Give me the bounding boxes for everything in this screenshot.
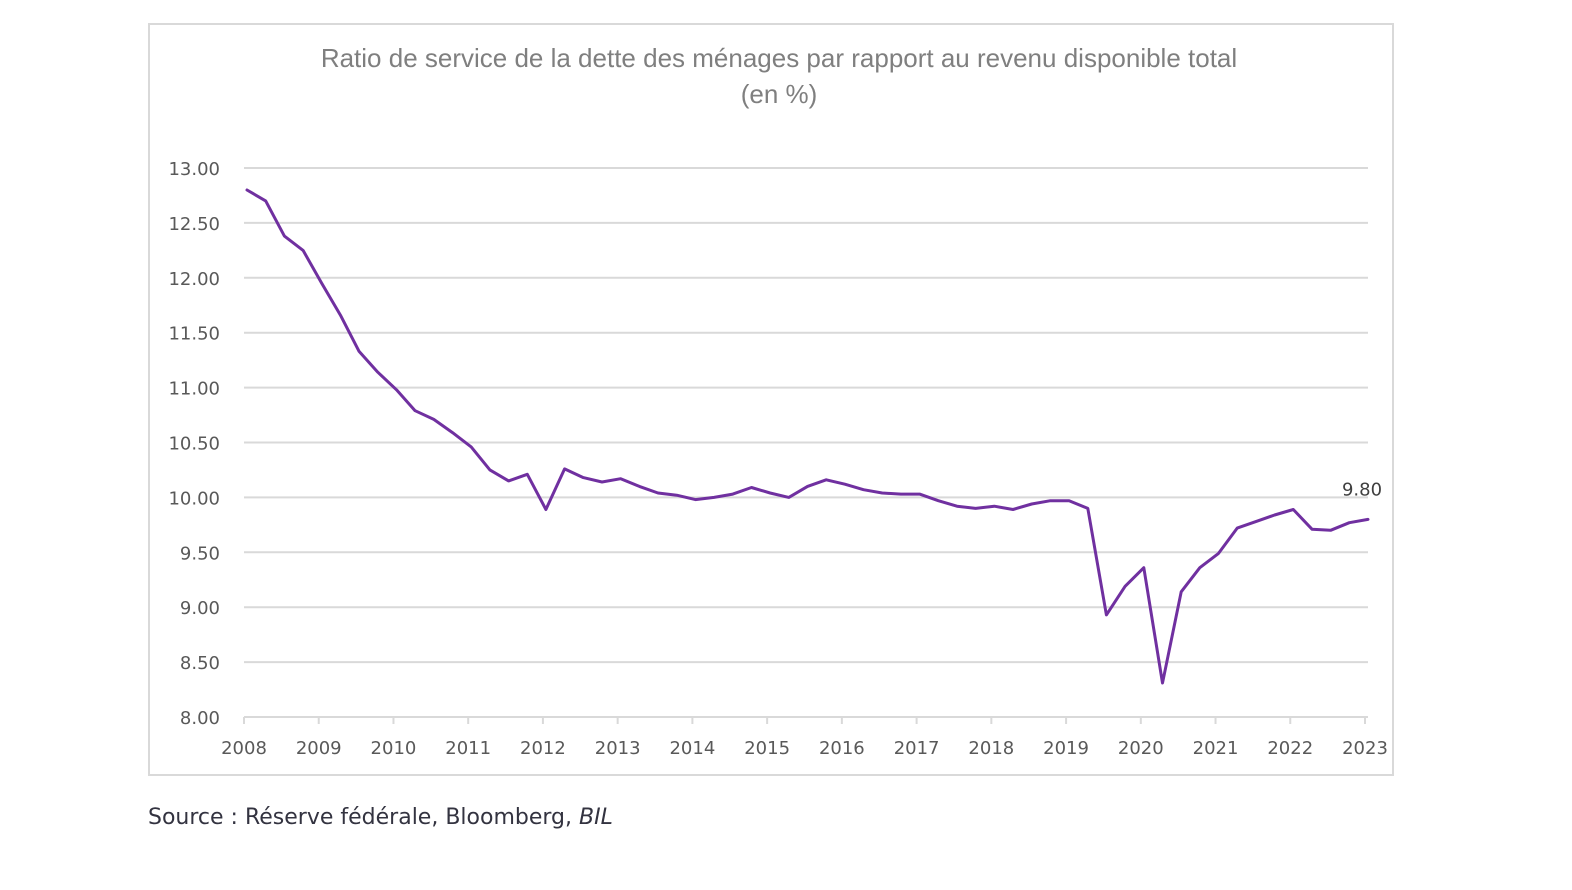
y-tick-label: 13.00	[168, 159, 220, 180]
x-tick-label: 2018	[968, 738, 1014, 759]
x-axis: 2008 2009 2010 2011 2012 2013 2014 2015 2016 2017…	[221, 717, 1388, 759]
chart-title: Ratio de service de la dette des ménages…	[321, 43, 1237, 73]
y-tick-label: 9.50	[180, 543, 220, 564]
x-tick-label: 2012	[520, 738, 566, 759]
series-layer	[245, 188, 1370, 685]
series-line	[245, 188, 1370, 685]
chart-frame: Ratio de service de la dette des ménages…	[148, 23, 1394, 776]
source-note: Source : Réserve fédérale, Bloomberg, BI…	[148, 805, 613, 830]
x-tick-label: 2023	[1342, 738, 1388, 759]
y-axis: 13.00 12.50 12.00 11.50 11.00 10.50 10.00 9.50 9…	[168, 159, 220, 729]
source-emphasis: BIL	[579, 805, 613, 830]
gridlines	[244, 167, 1368, 718]
x-tick-label: 2020	[1118, 738, 1164, 759]
x-tick-label: 2013	[595, 738, 641, 759]
y-tick-label: 12.50	[168, 214, 220, 235]
x-tick-label: 2008	[221, 738, 267, 759]
y-tick-label: 9.00	[180, 598, 220, 619]
x-tick-label: 2016	[819, 738, 865, 759]
line-chart: Ratio de service de la dette des ménages…	[168, 43, 1388, 759]
x-tick-label: 2022	[1267, 738, 1313, 759]
x-tick-label: 2017	[894, 738, 940, 759]
last-value-label: 9.80	[1342, 479, 1382, 500]
y-tick-label: 8.00	[180, 708, 220, 729]
annotations: 9.80	[1342, 479, 1382, 500]
x-tick-label: 2010	[371, 738, 417, 759]
x-tick-label: 2011	[445, 738, 491, 759]
y-tick-label: 8.50	[180, 653, 220, 674]
x-tick-label: 2009	[296, 738, 342, 759]
chart-subtitle: (en %)	[741, 79, 818, 109]
y-tick-label: 10.00	[168, 488, 220, 509]
y-tick-label: 11.50	[168, 324, 220, 345]
x-tick-label: 2015	[744, 738, 790, 759]
y-tick-label: 11.00	[168, 379, 220, 400]
source-text: Source : Réserve fédérale, Bloomberg,	[148, 805, 579, 830]
x-tick-label: 2021	[1193, 738, 1239, 759]
y-tick-label: 10.50	[168, 434, 220, 455]
x-tick-label: 2019	[1043, 738, 1089, 759]
x-tick-label: 2014	[669, 738, 715, 759]
y-tick-label: 12.00	[168, 269, 220, 290]
